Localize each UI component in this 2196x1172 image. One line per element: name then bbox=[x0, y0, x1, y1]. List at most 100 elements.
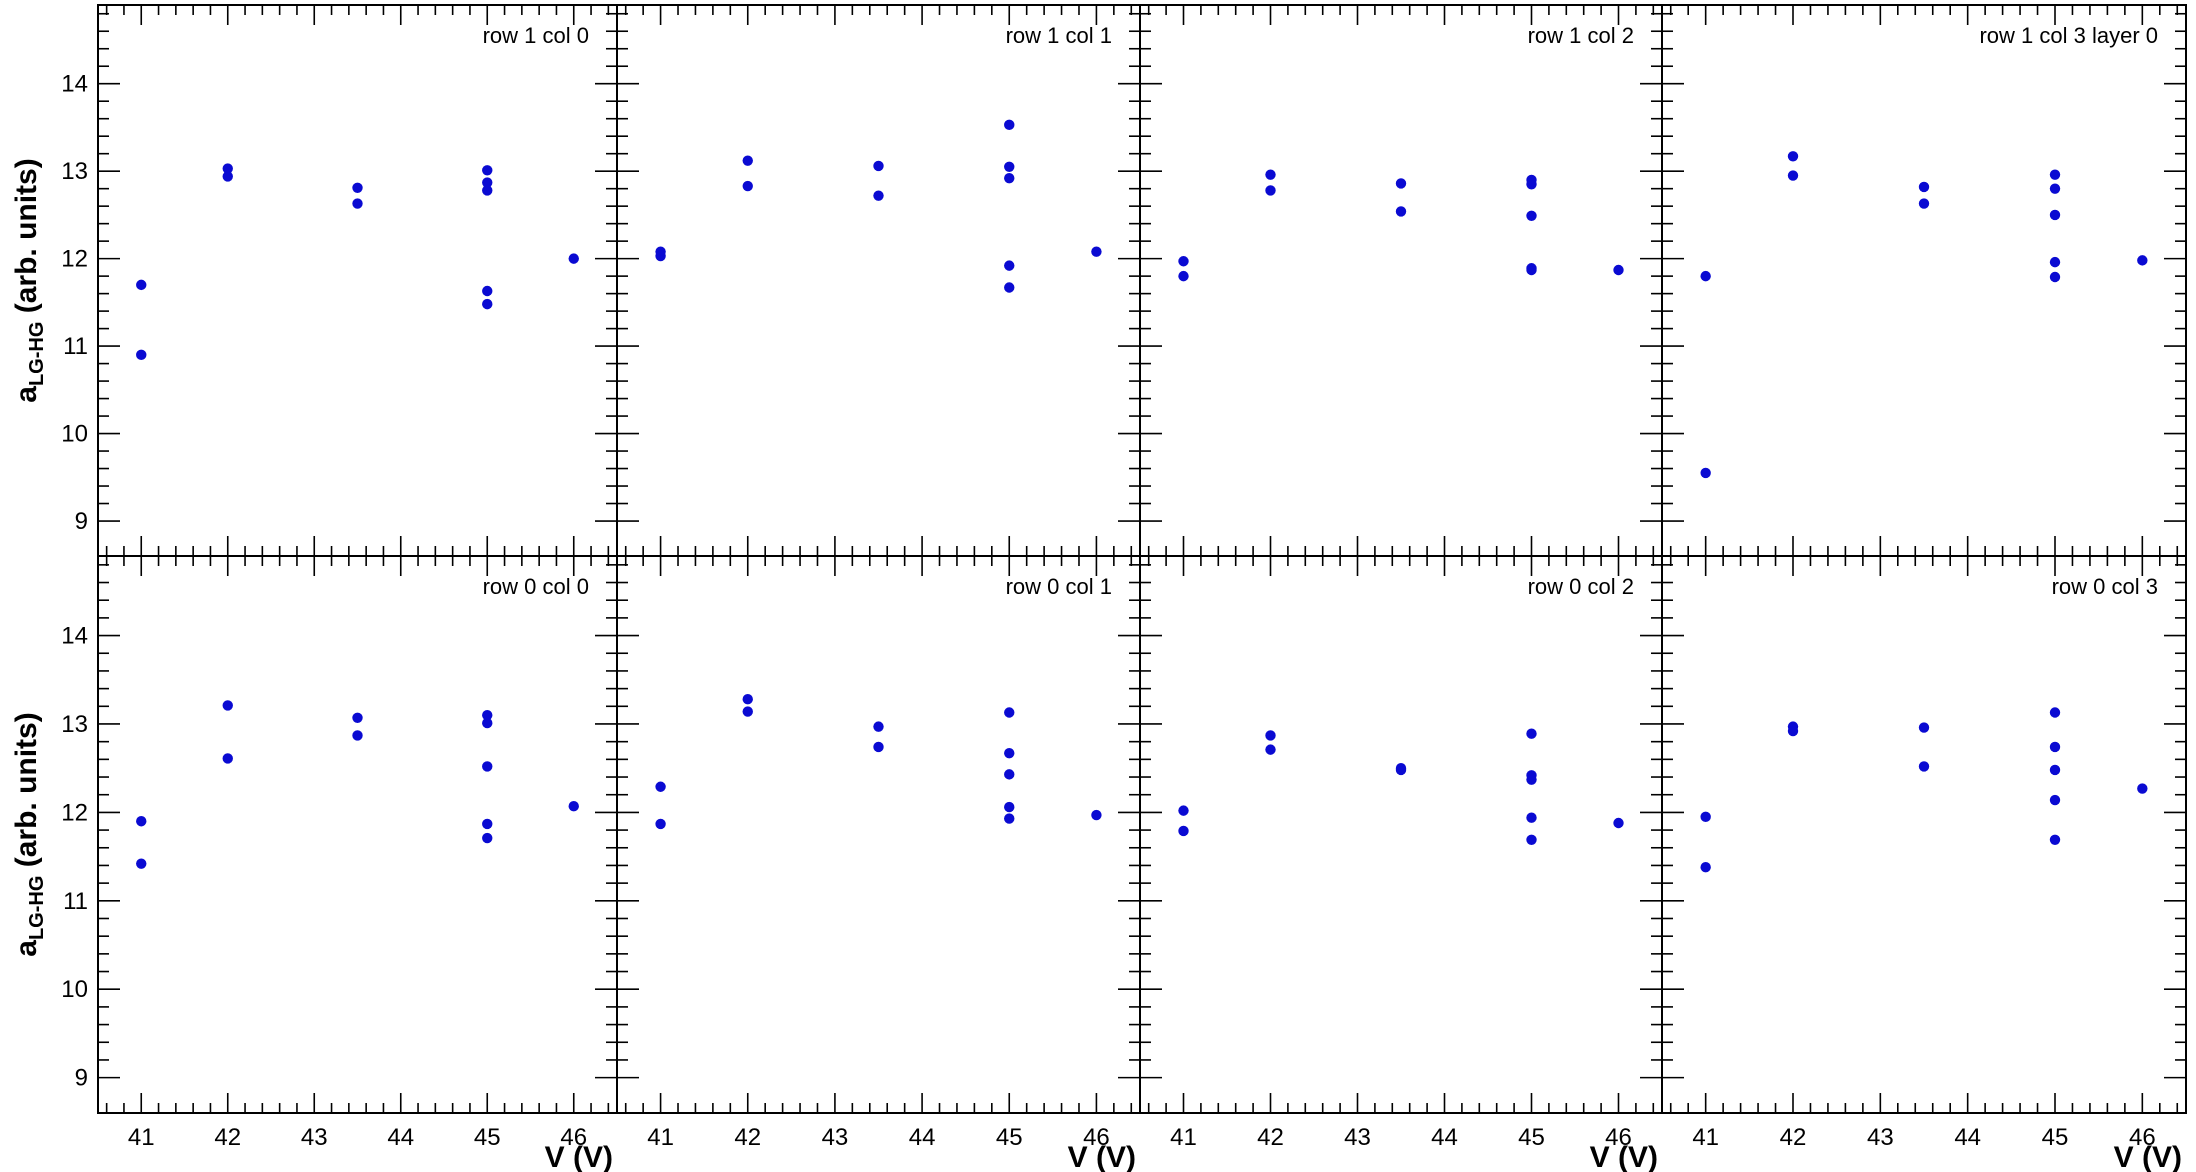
x-tick-label: 45 bbox=[996, 1124, 1023, 1151]
data-point bbox=[482, 717, 493, 729]
plot-frame bbox=[1661, 4, 2187, 557]
data-point bbox=[1004, 172, 1015, 184]
data-point bbox=[1091, 809, 1102, 821]
data-point bbox=[352, 198, 363, 209]
data-point bbox=[1178, 825, 1189, 837]
data-point bbox=[1004, 769, 1015, 780]
data-point bbox=[136, 858, 147, 869]
data-point bbox=[136, 279, 147, 291]
data-point bbox=[742, 694, 753, 705]
data-point bbox=[2049, 256, 2061, 268]
data-point bbox=[482, 818, 493, 830]
panel-label: row 0 col 1 bbox=[1006, 574, 1112, 599]
data-point bbox=[1178, 256, 1189, 267]
plot-frame bbox=[1661, 555, 2187, 1114]
panel-4: row 1 col 3 layer 0 bbox=[1661, 4, 2187, 557]
data-point bbox=[1091, 246, 1102, 257]
y-tick-label: 13 bbox=[61, 711, 88, 738]
plot-frame bbox=[1139, 4, 1663, 557]
data-point bbox=[1526, 728, 1537, 739]
data-point bbox=[1918, 761, 1930, 772]
panel-3: row 1 col 2 bbox=[1139, 4, 1663, 557]
x-tick-label: 44 bbox=[387, 1124, 414, 1151]
data-point bbox=[1526, 264, 1537, 276]
data-point bbox=[352, 730, 363, 741]
data-point bbox=[1526, 210, 1537, 221]
data-point bbox=[2049, 741, 2061, 753]
data-point bbox=[1526, 812, 1537, 823]
data-point bbox=[1526, 179, 1537, 190]
data-point bbox=[1265, 744, 1276, 755]
data-point bbox=[352, 182, 363, 193]
data-point bbox=[568, 253, 579, 264]
data-point bbox=[1004, 282, 1015, 293]
data-point bbox=[222, 753, 233, 764]
data-point bbox=[136, 349, 147, 361]
data-point bbox=[1395, 206, 1407, 217]
x-tick-label: 42 bbox=[1257, 1124, 1284, 1151]
y-tick-label: 10 bbox=[61, 421, 88, 448]
panel-label: row 0 col 3 bbox=[2052, 574, 2158, 599]
y-axis-title: aLG-HG (arb. units) bbox=[10, 712, 48, 956]
data-point bbox=[1265, 169, 1276, 180]
data-point bbox=[2137, 255, 2148, 266]
x-tick-label: 43 bbox=[1344, 1124, 1371, 1151]
x-axis-title: V (V) bbox=[2114, 1141, 2182, 1172]
x-tick-label: 42 bbox=[1780, 1124, 1807, 1151]
x-tick-label: 44 bbox=[909, 1124, 936, 1151]
y-tick-label: 12 bbox=[61, 246, 88, 273]
data-point bbox=[2137, 783, 2148, 794]
data-point bbox=[1178, 270, 1189, 282]
panel-label: row 1 col 1 bbox=[1006, 23, 1112, 48]
panel-2: row 1 col 1 bbox=[616, 4, 1141, 557]
data-point bbox=[1700, 862, 1711, 873]
data-point bbox=[1613, 264, 1624, 276]
data-point bbox=[873, 190, 884, 201]
x-tick-label: 43 bbox=[301, 1124, 328, 1151]
panel-label: row 0 col 2 bbox=[1528, 574, 1634, 599]
plot-frame bbox=[97, 555, 618, 1114]
x-tick-label: 46 bbox=[2129, 1124, 2156, 1151]
plot-frame bbox=[616, 4, 1141, 557]
x-tick-label: 43 bbox=[822, 1124, 849, 1151]
data-point bbox=[2049, 764, 2061, 776]
panel-5: 9 10 11 12 13 14 aLG-HG (arb. units) 41 42 43 44 45… bbox=[10, 555, 618, 1172]
data-point bbox=[482, 761, 493, 772]
data-point bbox=[2049, 169, 2061, 180]
y-tick-label: 11 bbox=[63, 333, 88, 360]
data-point bbox=[482, 709, 493, 721]
x-tick-label: 44 bbox=[1431, 1124, 1458, 1151]
x-tick-label: 42 bbox=[734, 1124, 761, 1151]
data-point bbox=[222, 171, 233, 182]
x-tick-label: 41 bbox=[1170, 1124, 1197, 1151]
y-axis-title: aLG-HG (arb. units) bbox=[10, 158, 48, 402]
data-point bbox=[742, 155, 753, 166]
panel-label: row 1 col 3 layer 0 bbox=[1979, 23, 2158, 48]
data-point bbox=[1395, 764, 1407, 776]
y-tick-label: 14 bbox=[61, 623, 88, 650]
data-point bbox=[352, 712, 363, 723]
x-tick-label: 45 bbox=[474, 1124, 501, 1151]
data-point bbox=[1265, 185, 1276, 196]
data-point bbox=[482, 165, 493, 176]
data-point bbox=[1787, 725, 1799, 737]
data-point bbox=[1004, 119, 1015, 131]
x-tick-label: 46 bbox=[1083, 1124, 1110, 1151]
data-point bbox=[1918, 198, 1930, 209]
y-tick-label: 14 bbox=[61, 71, 88, 98]
panel-label: row 1 col 0 bbox=[483, 23, 589, 48]
data-point bbox=[482, 832, 493, 844]
data-point bbox=[1787, 170, 1799, 181]
panel-6: 41 42 43 44 45 46V (V) row 0 col 1 bbox=[616, 555, 1141, 1172]
panel-1: 9 10 11 12 13 14 aLG-HG (arb. units) row 1 col … bbox=[10, 4, 618, 557]
data-point bbox=[1700, 467, 1711, 479]
panel-label: row 0 col 0 bbox=[483, 574, 589, 599]
x-tick-label: 43 bbox=[1867, 1124, 1894, 1151]
data-point bbox=[1918, 181, 1930, 193]
y-tick-label: 10 bbox=[61, 976, 88, 1003]
data-point bbox=[873, 741, 884, 753]
data-point bbox=[2049, 209, 2061, 221]
x-tick-label: 42 bbox=[214, 1124, 241, 1151]
data-point bbox=[2049, 707, 2061, 718]
panel-8: 41 42 43 44 45 46V (V) row 0 col 3 bbox=[1661, 555, 2187, 1172]
